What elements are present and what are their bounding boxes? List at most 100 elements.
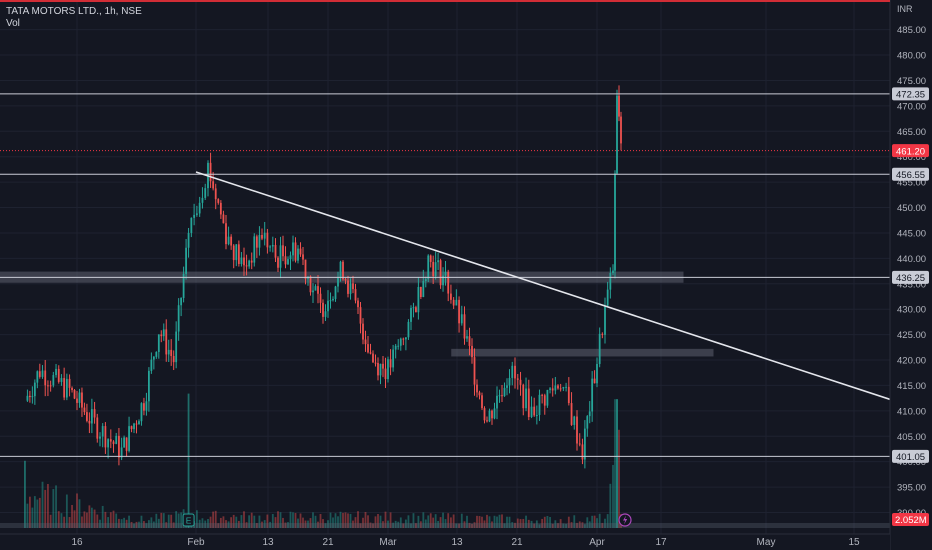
candle-body bbox=[86, 412, 88, 421]
x-tick-label: 15 bbox=[848, 537, 860, 548]
level-price-badge: 436.25 bbox=[896, 273, 925, 284]
candle-body bbox=[57, 368, 60, 382]
volume-bar bbox=[596, 518, 598, 528]
volume-bar bbox=[302, 517, 304, 528]
volume-bar bbox=[145, 523, 148, 528]
candle-body bbox=[392, 349, 395, 368]
volume-bar bbox=[342, 512, 344, 528]
y-tick-label: 460.00 bbox=[897, 152, 926, 163]
candle-body bbox=[230, 236, 233, 246]
volume-bar bbox=[195, 510, 198, 528]
candle-body bbox=[274, 244, 277, 258]
volume-bar bbox=[155, 513, 158, 528]
volume-bar bbox=[65, 494, 68, 528]
candle-body bbox=[38, 371, 41, 377]
candle-body bbox=[364, 339, 367, 345]
volume-bar bbox=[369, 522, 372, 528]
candle-body bbox=[516, 378, 519, 380]
level-price-badge: 472.35 bbox=[896, 90, 925, 101]
candle-body bbox=[567, 386, 570, 404]
volume-bar bbox=[99, 519, 101, 528]
volume-bar bbox=[329, 512, 332, 528]
candle-body bbox=[596, 363, 598, 384]
zones bbox=[0, 271, 714, 357]
volume-bar bbox=[410, 523, 412, 528]
candle-body bbox=[190, 217, 193, 233]
candle-body bbox=[138, 421, 140, 425]
volume-bar bbox=[377, 513, 379, 528]
candle-body bbox=[369, 352, 372, 354]
candle-body bbox=[297, 248, 299, 261]
x-tick-label: 16 bbox=[71, 537, 83, 548]
y-tick-label: 450.00 bbox=[897, 203, 926, 214]
candle-body bbox=[415, 307, 417, 313]
volume-bar bbox=[508, 516, 511, 528]
volume-bar bbox=[533, 523, 536, 528]
candle-body bbox=[614, 173, 616, 271]
candle-body bbox=[535, 414, 538, 416]
volume-bar bbox=[314, 515, 317, 528]
candle-body bbox=[546, 389, 549, 406]
volume-bar bbox=[271, 514, 274, 528]
candle-body bbox=[432, 261, 435, 277]
volume-bar bbox=[347, 513, 349, 528]
volume-bar bbox=[225, 520, 227, 528]
candle-body bbox=[598, 333, 601, 364]
volume-bar bbox=[120, 519, 123, 528]
candle-body bbox=[172, 355, 175, 363]
volume-bar bbox=[324, 523, 327, 528]
volume-bar bbox=[86, 512, 88, 528]
candle-body bbox=[107, 439, 110, 448]
volume-bar bbox=[399, 517, 402, 528]
candles bbox=[26, 85, 622, 469]
y-tick-label: 445.00 bbox=[897, 228, 926, 239]
candle-body bbox=[177, 305, 180, 332]
y-tick-label: 405.00 bbox=[897, 432, 926, 443]
candle-body bbox=[466, 336, 468, 339]
volume-bar bbox=[130, 521, 133, 528]
candle-body bbox=[269, 246, 271, 248]
volume-badge-bg bbox=[892, 513, 929, 526]
candle-body bbox=[339, 261, 342, 278]
volume-bar bbox=[460, 513, 463, 528]
candle-body bbox=[277, 257, 279, 268]
candle-body bbox=[123, 437, 126, 448]
candle-body bbox=[227, 236, 230, 245]
candle-body bbox=[235, 244, 238, 261]
volume-bar bbox=[419, 521, 422, 528]
volume-bar bbox=[282, 517, 284, 528]
volume-bar bbox=[83, 511, 86, 528]
y-tick-label: 475.00 bbox=[897, 76, 926, 87]
candle-body bbox=[261, 234, 263, 239]
candle-body bbox=[71, 387, 73, 391]
volume-bar bbox=[81, 516, 83, 528]
volume-bar bbox=[439, 517, 442, 528]
candle-body bbox=[120, 447, 123, 458]
candle-body bbox=[439, 260, 442, 286]
candle-body bbox=[581, 444, 584, 460]
candle-body bbox=[417, 286, 420, 313]
volume-bar bbox=[334, 513, 337, 528]
candle-body bbox=[73, 390, 76, 399]
candle-body bbox=[367, 344, 369, 353]
chart-header: TATA MOTORS LTD., 1h, NSE Vol bbox=[6, 6, 142, 30]
volume-bar bbox=[364, 511, 367, 528]
candle-body bbox=[284, 256, 287, 265]
candle-body bbox=[444, 271, 447, 276]
candle-body bbox=[424, 279, 427, 282]
candle-body bbox=[243, 257, 245, 266]
candle-body bbox=[232, 245, 235, 261]
volume-bar bbox=[263, 520, 266, 528]
volume-bar bbox=[447, 513, 450, 528]
volume-bar bbox=[143, 521, 145, 528]
volume-indicator-label[interactable]: Vol bbox=[6, 18, 20, 29]
currency-label: INR bbox=[897, 4, 913, 14]
symbol-title[interactable]: TATA MOTORS LTD., 1h, NSE bbox=[6, 6, 142, 17]
volume-bar bbox=[609, 483, 612, 528]
candle-body bbox=[41, 370, 44, 377]
candle-body bbox=[570, 403, 573, 425]
volume-bar bbox=[511, 522, 514, 528]
volume-bar bbox=[26, 503, 29, 528]
